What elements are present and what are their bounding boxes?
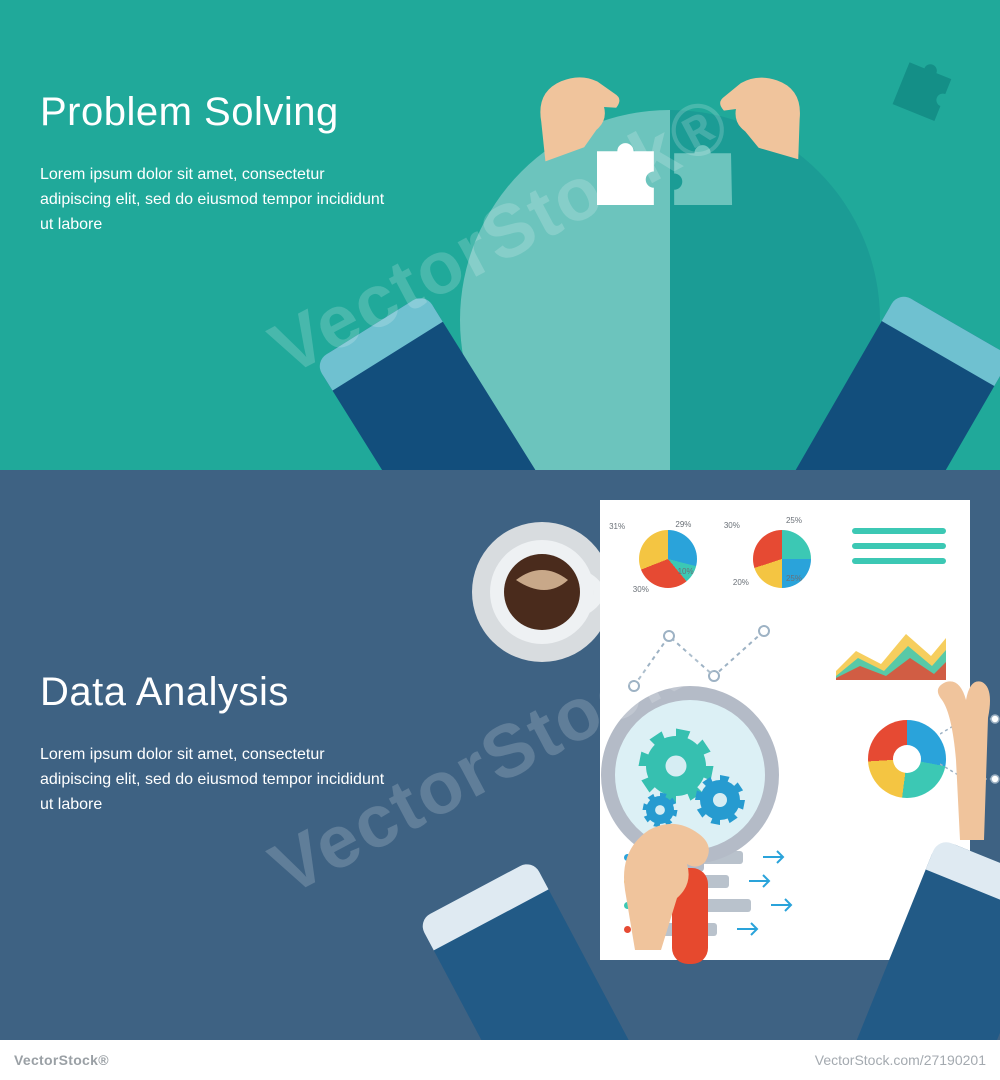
coffee-cup <box>470 520 615 670</box>
top-body: Lorem ipsum dolor sit amet, consectetur … <box>40 163 400 237</box>
top-text-block: Problem Solving Lorem ipsum dolor sit am… <box>40 90 400 237</box>
footer-bar: VectorStock® VectorStock.com/27190201 <box>0 1040 1000 1080</box>
pie-chart-2: 25%25%20%30% <box>738 522 826 600</box>
top-left-cuff <box>314 293 442 391</box>
puzzle-icon <box>597 135 737 205</box>
bottom-left-cuff <box>418 859 549 950</box>
bottom-right-hand <box>920 670 1000 845</box>
footer-credit: VectorStock.com/27190201 <box>815 1052 986 1068</box>
panel-data-analysis: Data Analysis Lorem ipsum dolor sit amet… <box>0 470 1000 1040</box>
pie-chart-1: 29%10%30%31% <box>624 522 712 600</box>
footer-brand-text: VectorStock® <box>14 1052 109 1068</box>
hand-icon <box>595 780 725 950</box>
top-right-cuff <box>882 292 1000 386</box>
bottom-left-hand <box>595 780 725 955</box>
bottom-right-cuff <box>926 838 1000 918</box>
footer-credit-prefix: VectorStock.com/ <box>815 1052 924 1068</box>
top-title: Problem Solving <box>40 90 400 135</box>
puzzle-piece-icon <box>890 50 973 133</box>
footer-brand: VectorStock® <box>14 1052 109 1068</box>
bottom-title: Data Analysis <box>40 670 400 715</box>
bottom-text-block: Data Analysis Lorem ipsum dolor sit amet… <box>40 670 400 817</box>
panel-problem-solving: Problem Solving Lorem ipsum dolor sit am… <box>0 0 1000 470</box>
legend-lines <box>852 528 946 573</box>
hand-icon <box>920 670 1000 840</box>
joining-puzzle-pieces <box>597 135 737 210</box>
bottom-body: Lorem ipsum dolor sit amet, consectetur … <box>40 743 400 817</box>
footer-credit-id: 27190201 <box>924 1052 986 1068</box>
coffee-icon <box>470 520 615 665</box>
